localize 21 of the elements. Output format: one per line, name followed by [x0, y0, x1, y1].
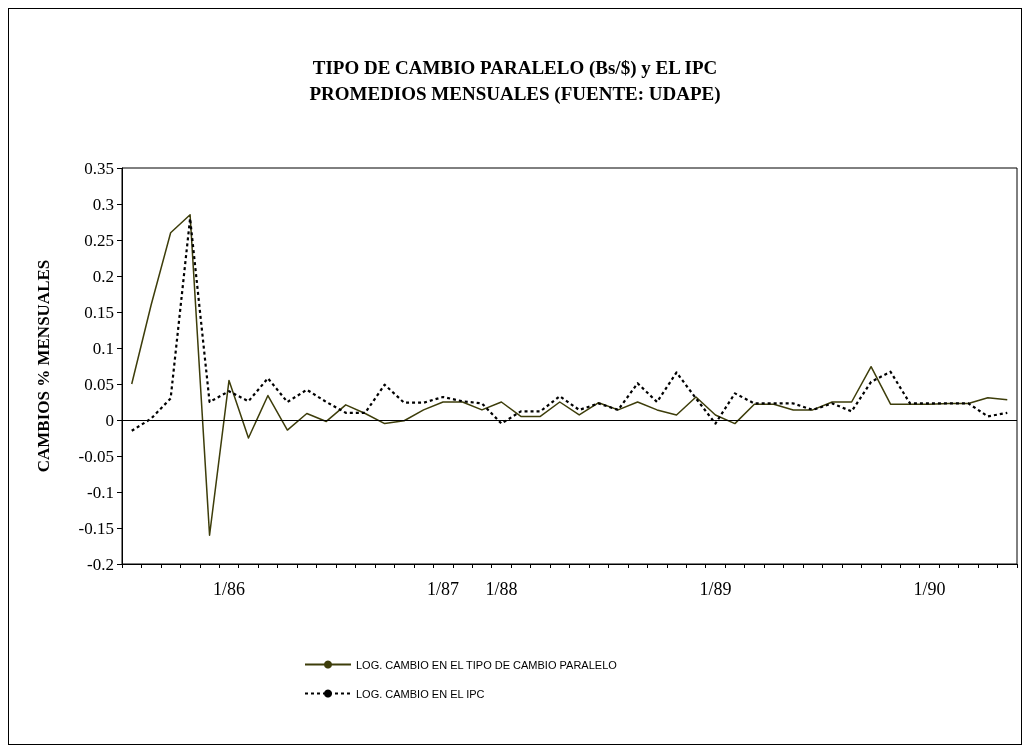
x-tick-label: 1/89 [699, 579, 732, 599]
y-tick-label: 0.1 [92, 338, 114, 358]
x-tick-label: 1/86 [213, 579, 246, 599]
y-tick-label: 0.35 [84, 158, 114, 178]
y-tick-label: 0.25 [84, 230, 114, 250]
y-tick-label: 0.3 [92, 194, 114, 214]
legend-label: LOG. CAMBIO EN EL IPC [356, 687, 485, 700]
y-tick-label: 0.2 [92, 266, 114, 286]
legend-label: LOG. CAMBIO EN EL TIPO DE CAMBIO PARALELO [356, 658, 618, 671]
y-tick-label: 0 [105, 410, 114, 430]
y-tick-label: -0.1 [87, 482, 114, 502]
y-tick-label: -0.05 [78, 446, 114, 466]
x-tick-label: 1/90 [913, 579, 946, 599]
y-tick-label: 0.15 [84, 302, 114, 322]
y-axis-title: CAMBIOS % MENSUALES [34, 259, 53, 473]
chart-title: TIPO DE CAMBIO PARALELO (Bs/$) y EL IPC PROMEDIOS MENSUALES (FUENTE: UDAPE) [309, 56, 721, 105]
y-tick-label: -0.2 [87, 554, 114, 574]
y-tick-label: 0.05 [84, 374, 114, 394]
x-tick-label: 1/88 [485, 579, 518, 599]
x-tick-label: 1/87 [427, 579, 460, 599]
y-tick-label: -0.15 [78, 518, 114, 538]
